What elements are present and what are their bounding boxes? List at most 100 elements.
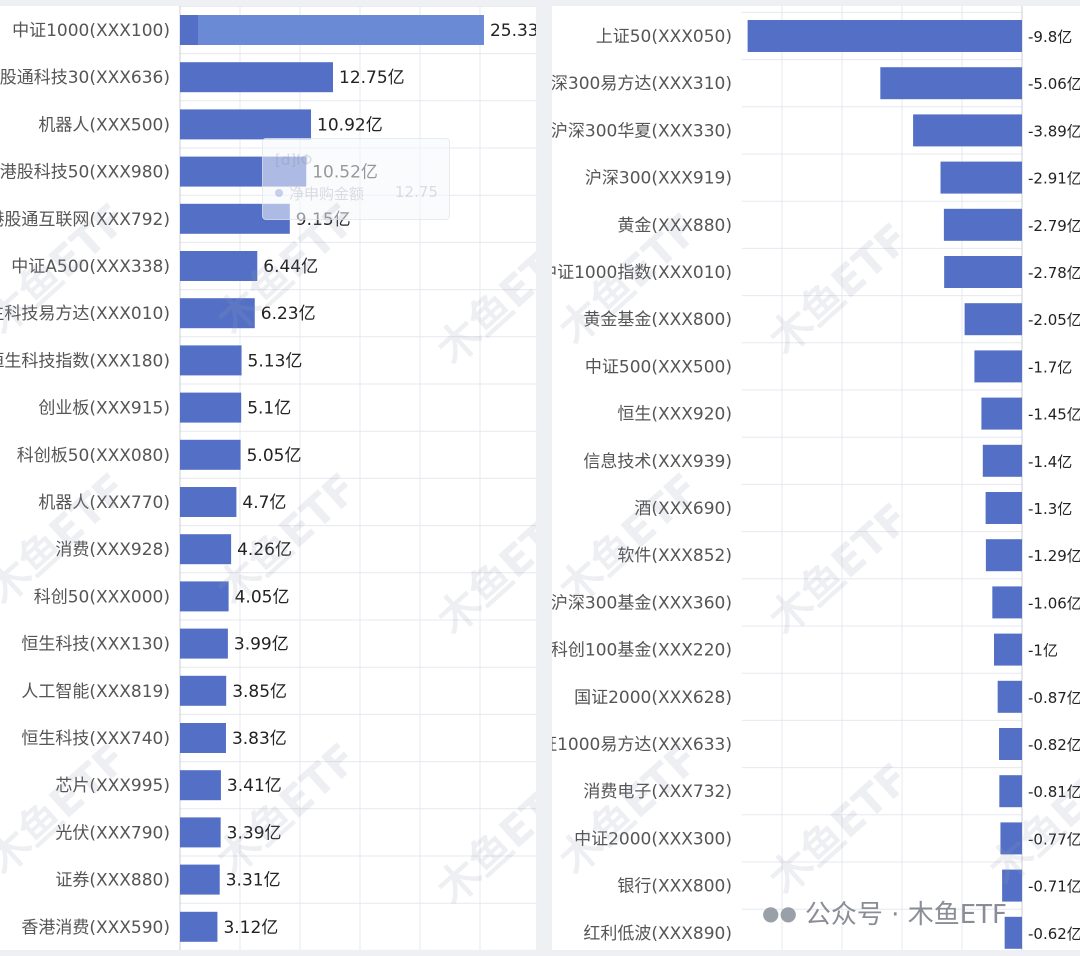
category-label: 港股通科技30(XXX636) bbox=[0, 68, 170, 88]
bar bbox=[994, 633, 1022, 666]
left-chart-panel: 中证1000(XXX100) 25.33亿港股通科技30(XXX636) 12.75… bbox=[0, 6, 536, 950]
category-label: 恒生科技(XXX130) bbox=[21, 635, 170, 655]
data-label: 5.1亿 bbox=[247, 399, 291, 419]
bar bbox=[180, 345, 242, 376]
bar bbox=[180, 487, 237, 517]
bar bbox=[180, 251, 258, 281]
tooltip-value: 12.75 bbox=[395, 183, 438, 201]
data-label: 6.23亿 bbox=[261, 304, 316, 324]
category-label: 沪深300基金(XXX360) bbox=[552, 593, 732, 613]
bar bbox=[943, 208, 1022, 241]
data-label: -1.4亿 bbox=[1028, 453, 1072, 471]
data-label: 3.83亿 bbox=[232, 729, 287, 749]
data-label: 4.7亿 bbox=[242, 493, 286, 513]
bar bbox=[1002, 869, 1022, 902]
bar bbox=[974, 350, 1022, 383]
category-label: 中证1000指数(XXX010) bbox=[552, 263, 732, 283]
data-label: -1.45亿 bbox=[1028, 406, 1080, 424]
bar bbox=[180, 723, 226, 753]
category-label: 芯片(XXX995) bbox=[55, 776, 170, 796]
data-label: 3.39亿 bbox=[227, 823, 282, 843]
bar bbox=[180, 534, 232, 565]
bar bbox=[944, 256, 1022, 288]
bar bbox=[982, 444, 1022, 477]
category-label: 软件(XXX852) bbox=[617, 546, 732, 566]
bar bbox=[180, 770, 221, 801]
data-label: -3.89亿 bbox=[1028, 122, 1080, 140]
data-label: -1亿 bbox=[1028, 642, 1058, 660]
data-label: -1.06亿 bbox=[1028, 594, 1080, 612]
category-label: 机器人(XXX770) bbox=[38, 493, 170, 513]
bar bbox=[1000, 822, 1022, 855]
category-label: 中证2000(XXX300) bbox=[574, 829, 732, 849]
data-label: 10.92亿 bbox=[317, 115, 383, 135]
data-label: 3.12亿 bbox=[223, 918, 278, 938]
category-label: 恒生科技易方达(XXX010) bbox=[0, 304, 170, 324]
data-label: 4.26亿 bbox=[237, 540, 292, 560]
bar bbox=[940, 161, 1022, 194]
bar bbox=[964, 303, 1022, 336]
data-label: -2.79亿 bbox=[1028, 217, 1080, 235]
category-label: 酒(XXX690) bbox=[634, 499, 732, 519]
bar bbox=[985, 492, 1022, 524]
data-label: 5.05亿 bbox=[247, 446, 302, 466]
data-label: 12.75亿 bbox=[339, 68, 405, 88]
tooltip-series-name: 净申购金额 bbox=[289, 185, 365, 203]
data-label: 3.85亿 bbox=[232, 682, 287, 702]
bar bbox=[880, 67, 1022, 100]
bar bbox=[992, 586, 1022, 619]
data-label: -1.7亿 bbox=[1028, 358, 1072, 376]
category-label: 中证A500(XXX338) bbox=[11, 257, 170, 277]
data-label: -2.91亿 bbox=[1028, 170, 1080, 188]
data-label: 6.44亿 bbox=[263, 257, 318, 277]
category-label: 信息技术(XXX939) bbox=[583, 452, 732, 472]
category-label: 沪深300(XXX919) bbox=[585, 169, 732, 189]
category-label: 黄金基金(XXX800) bbox=[583, 310, 732, 330]
data-label: -5.06亿 bbox=[1028, 75, 1080, 93]
data-label: 3.31亿 bbox=[226, 871, 281, 891]
bar bbox=[985, 539, 1022, 572]
bar bbox=[180, 675, 227, 706]
category-label: 光伏(XXX790) bbox=[55, 823, 170, 843]
inflow-bar-chart: 中证1000(XXX100) 25.33亿港股通科技30(XXX636) 12.75… bbox=[0, 6, 536, 950]
category-label: 创业板(XXX915) bbox=[38, 399, 170, 419]
data-label: -0.62亿 bbox=[1028, 925, 1080, 943]
tooltip-title: [d]IΦ bbox=[275, 151, 313, 169]
category-label: 港股通互联网(XXX792) bbox=[0, 210, 170, 230]
bar bbox=[997, 680, 1022, 713]
brand-name: 公众号 · 木鱼ETF bbox=[804, 900, 1007, 930]
category-label: 港股科技50(XXX980) bbox=[0, 163, 170, 183]
category-label: 香港消费(XXX590) bbox=[21, 918, 170, 938]
data-label: 5.13亿 bbox=[248, 351, 303, 371]
data-label: 4.05亿 bbox=[235, 587, 290, 607]
bar bbox=[1004, 916, 1022, 949]
bar bbox=[180, 392, 242, 423]
category-label: 人工智能(XXX819) bbox=[21, 682, 170, 702]
right-chart-panel: 上证50(XXX050) -9.8亿 沪深300易方达(XXX310) -5.06亿沪… bbox=[552, 6, 1080, 950]
bar bbox=[180, 439, 241, 470]
category-label: 国证2000(XXX628) bbox=[574, 688, 732, 708]
bar bbox=[180, 628, 228, 659]
data-label: -0.81亿 bbox=[1028, 783, 1080, 801]
data-label: -1.3亿 bbox=[1028, 500, 1072, 518]
bar bbox=[180, 62, 333, 93]
category-label: 科创100基金(XXX220) bbox=[552, 641, 732, 661]
bar bbox=[999, 775, 1022, 808]
bar bbox=[747, 20, 1022, 52]
data-label: -0.77亿 bbox=[1028, 830, 1080, 848]
bar bbox=[999, 728, 1022, 760]
category-label: 消费(XXX928) bbox=[55, 540, 170, 560]
data-label: 3.99亿 bbox=[234, 635, 289, 655]
category-label: 科创50(XXX000) bbox=[34, 587, 170, 607]
category-label: 恒生科技(XXX740) bbox=[21, 729, 170, 749]
category-label: 银行(XXX800) bbox=[617, 877, 732, 897]
brand-footer: ●● 公众号 · 木鱼ETF bbox=[762, 894, 1007, 931]
category-label: 上证50(XXX050) bbox=[596, 27, 732, 47]
data-label: -0.71亿 bbox=[1028, 878, 1080, 896]
data-label: -2.78亿 bbox=[1028, 264, 1080, 282]
tooltip-series-dot bbox=[275, 189, 283, 197]
wechat-icon: ●● bbox=[762, 900, 797, 925]
category-label: 中证1000(XXX100) bbox=[12, 21, 170, 41]
category-label: 恒生科技指数(XXX180) bbox=[0, 351, 170, 371]
bar bbox=[180, 911, 218, 942]
